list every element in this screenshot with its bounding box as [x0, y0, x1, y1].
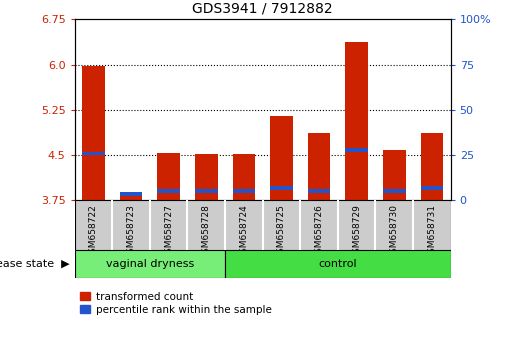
Bar [346, 42, 368, 200]
Bar [120, 193, 142, 200]
Bar [225, 250, 451, 278]
Bar [158, 189, 180, 193]
Text: GSM658723: GSM658723 [127, 204, 135, 259]
Bar [233, 154, 255, 200]
Bar [158, 153, 180, 200]
Bar [82, 67, 105, 200]
Bar [270, 116, 293, 200]
Bar [421, 186, 443, 190]
Text: GSM658728: GSM658728 [202, 204, 211, 259]
Text: GSM658724: GSM658724 [239, 204, 248, 259]
Bar [308, 189, 330, 193]
Text: GSM658731: GSM658731 [427, 204, 436, 259]
Text: control: control [318, 259, 357, 269]
Title: GDS3941 / 7912882: GDS3941 / 7912882 [192, 1, 333, 16]
Bar [308, 133, 330, 200]
Bar [195, 154, 217, 200]
Bar [270, 186, 293, 190]
Bar [383, 189, 405, 193]
Bar [233, 189, 255, 193]
Text: disease state  ▶: disease state ▶ [0, 259, 70, 269]
Legend: transformed count, percentile rank within the sample: transformed count, percentile rank withi… [80, 292, 271, 315]
Bar [195, 189, 217, 193]
Bar [75, 250, 225, 278]
Bar [82, 152, 105, 155]
Text: GSM658727: GSM658727 [164, 204, 173, 259]
Bar [120, 192, 142, 196]
Text: vaginal dryness: vaginal dryness [106, 259, 194, 269]
Text: GSM658726: GSM658726 [315, 204, 323, 259]
Bar [346, 148, 368, 152]
Bar [383, 150, 405, 200]
Text: GSM658725: GSM658725 [277, 204, 286, 259]
Bar [421, 133, 443, 200]
Text: GSM658722: GSM658722 [89, 204, 98, 259]
Text: GSM658729: GSM658729 [352, 204, 361, 259]
Text: GSM658730: GSM658730 [390, 204, 399, 259]
